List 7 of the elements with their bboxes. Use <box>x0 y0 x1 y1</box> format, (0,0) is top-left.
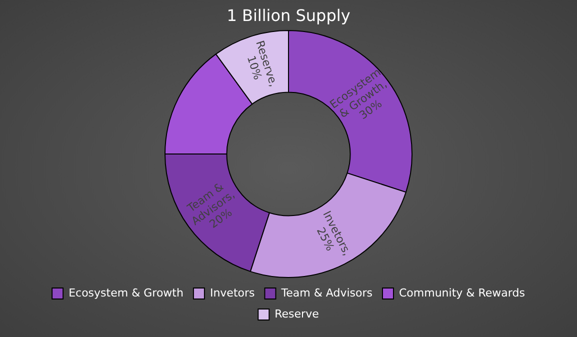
legend-label: Community & Rewards <box>398 286 526 300</box>
legend-label: Team & Advisors <box>280 286 373 300</box>
data-label: Reserve, 10% <box>244 39 280 88</box>
legend-label: Ecosystem & Growth <box>68 286 184 300</box>
chart-title: 1 Billion Supply <box>226 6 352 25</box>
legend-label: Reserve <box>274 307 320 320</box>
legend-label: Invetors <box>210 286 256 300</box>
